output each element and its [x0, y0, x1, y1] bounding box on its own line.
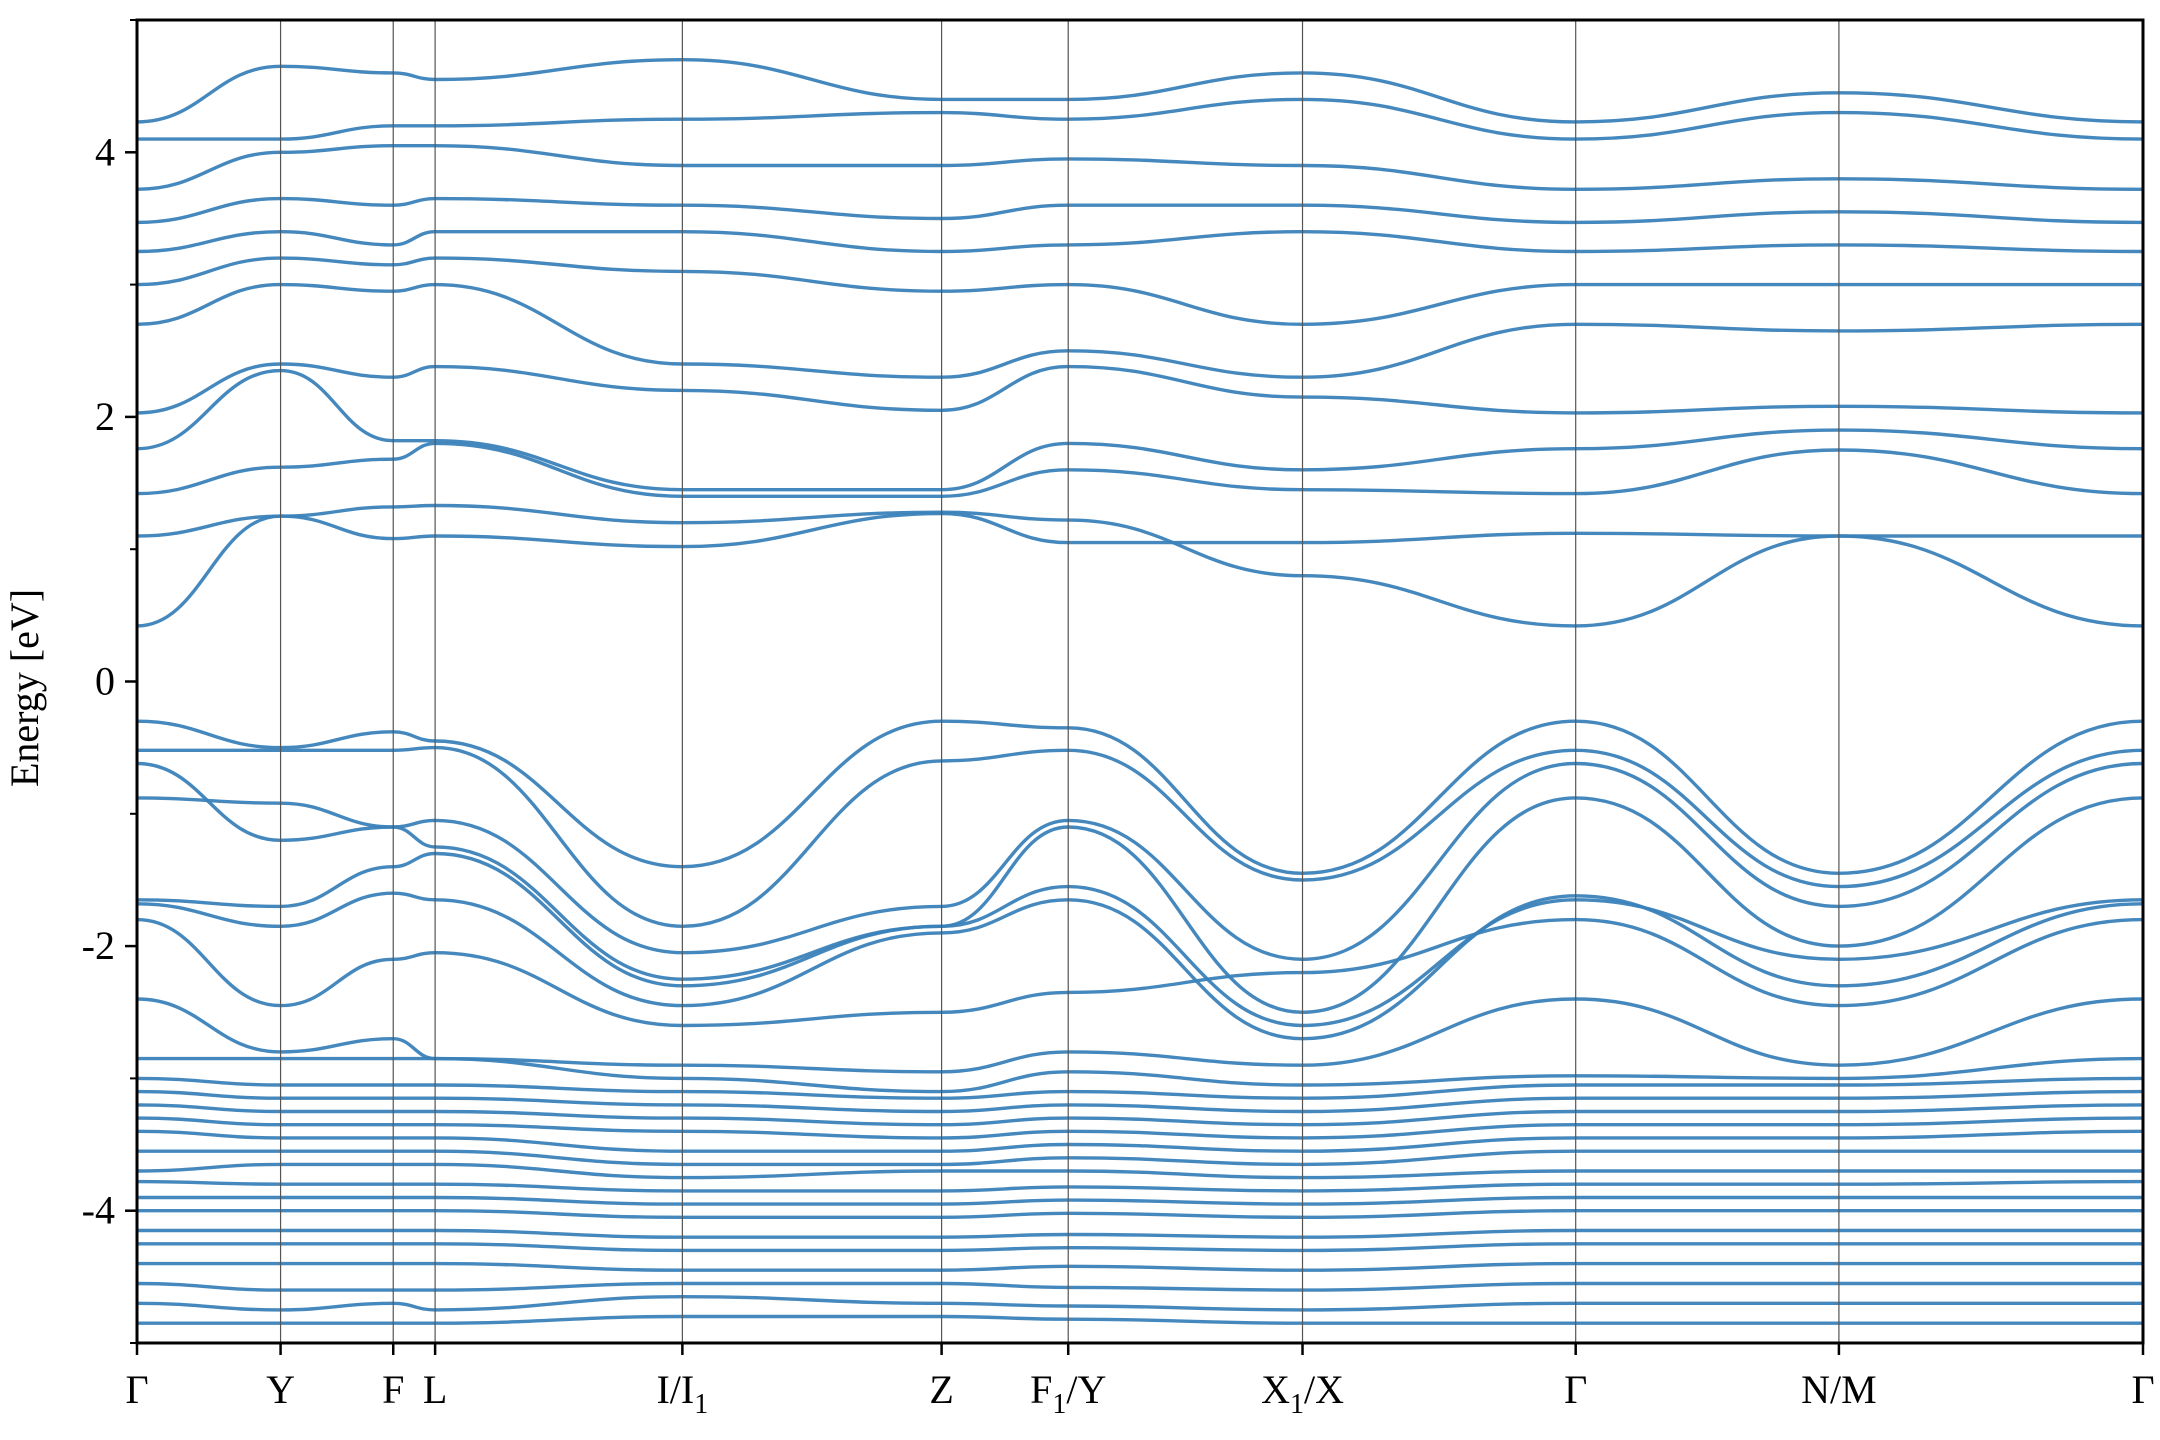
y-tick-label: 0 — [95, 659, 115, 704]
band-vb20 — [137, 1228, 2143, 1239]
x-tick-label: I/I1 — [656, 1367, 708, 1420]
band-vb23 — [137, 1281, 2143, 1292]
y-tick-label: -4 — [82, 1188, 115, 1233]
band-vb24 — [137, 1294, 2143, 1312]
band-vb1 — [137, 719, 2143, 876]
band-vb7 — [137, 917, 2143, 1028]
band-vb8 — [137, 997, 2143, 1074]
x-tick-label: Z — [929, 1367, 953, 1412]
x-tick-label: N/M — [1801, 1367, 1877, 1412]
band-vb2 — [137, 745, 2143, 929]
band-vb18 — [137, 1195, 2143, 1206]
band-vb19 — [137, 1208, 2143, 1220]
band-cb2 — [137, 511, 2143, 549]
band-vb17 — [137, 1179, 2143, 1193]
band-cb3 — [137, 441, 2143, 499]
band-vb22 — [137, 1261, 2143, 1272]
band-vb10 — [137, 1076, 2143, 1100]
band-vb25 — [137, 1314, 2143, 1325]
x-tick-label: Y — [266, 1367, 295, 1412]
y-axis: -4 -2 0 2 4 — [82, 19, 137, 1344]
band-cb7 — [137, 256, 2143, 327]
band-vb6 — [137, 891, 2143, 1041]
band-vb4 — [137, 796, 2143, 1015]
band-cb5 — [137, 362, 2143, 415]
band-vb21 — [137, 1242, 2143, 1253]
y-tick-label: 2 — [95, 394, 115, 439]
x-tick-label: F — [382, 1367, 404, 1412]
band-cb9 — [137, 196, 2143, 225]
band-cb12 — [137, 57, 2143, 124]
x-axis: Γ Y F L I/I1 Z F1/Y X1/X Γ N/M Γ — [125, 1343, 2155, 1420]
bands-layer — [137, 57, 2143, 1325]
band-vb5 — [137, 851, 2143, 1028]
x-tick-label: Γ — [125, 1367, 148, 1412]
band-cb6 — [137, 282, 2143, 379]
x-tick-label: L — [423, 1367, 447, 1412]
band-vb16 — [137, 1162, 2143, 1180]
band-cb10 — [137, 144, 2143, 192]
high-symmetry-lines — [279, 20, 1840, 1343]
x-tick-label: Γ — [1564, 1367, 1587, 1412]
band-cb1 — [137, 503, 2143, 628]
y-tick-label: -2 — [82, 923, 115, 968]
y-tick-label: 4 — [95, 129, 115, 174]
band-cb4 — [137, 368, 2143, 492]
band-vb15 — [137, 1149, 2143, 1167]
band-cb11 — [137, 97, 2143, 141]
x-tick-label: F1/Y — [1030, 1367, 1106, 1420]
band-cb8 — [137, 229, 2143, 254]
x-tick-label: Γ — [2131, 1367, 2154, 1412]
x-tick-label: X1/X — [1261, 1367, 1344, 1420]
y-axis-label: Energy [eV] — [2, 589, 47, 787]
